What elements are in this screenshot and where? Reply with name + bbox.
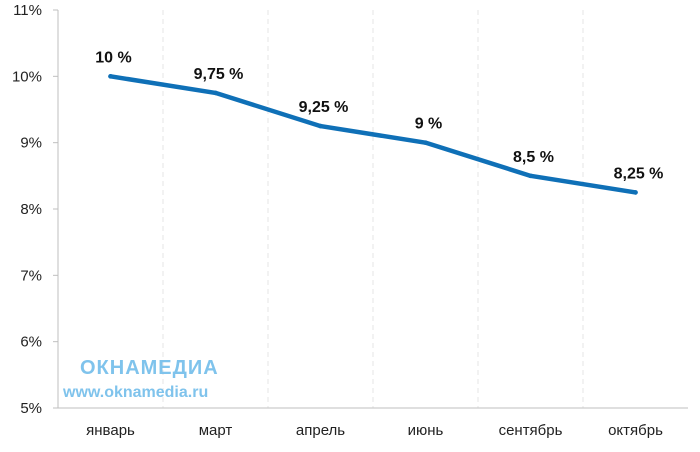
data-label: 9 %	[415, 116, 443, 133]
x-tick-label: апрель	[296, 422, 345, 439]
x-axis-ticks: январь март апрель июнь сентябрь октябрь	[86, 422, 663, 439]
series-line-0	[108, 74, 638, 195]
data-label: 8,25 %	[614, 165, 664, 182]
data-label: 8,5 %	[513, 149, 554, 166]
y-tick-label: 5%	[20, 400, 42, 417]
watermark: ОКНАМЕДИА www.oknamedia.ru	[62, 357, 219, 401]
data-point	[528, 173, 533, 179]
x-tick-label: октябрь	[608, 422, 663, 439]
watermark-url: www.oknamedia.ru	[62, 384, 208, 401]
data-point	[213, 90, 218, 96]
watermark-brand: ОКНАМЕДИА	[80, 357, 219, 379]
y-axis-ticks: 5% 6% 7% 8% 9% 10% 11%	[12, 2, 58, 417]
y-tick-label: 11%	[13, 2, 42, 19]
series	[108, 74, 638, 195]
data-point	[318, 123, 323, 129]
y-tick-label: 8%	[20, 201, 42, 218]
y-tick-label: 6%	[20, 334, 42, 351]
x-tick-label: сентябрь	[499, 422, 563, 439]
data-point	[423, 140, 428, 145]
data-label: 9,25 %	[299, 99, 349, 116]
y-tick-label: 10%	[12, 68, 42, 85]
x-tick-label: июнь	[408, 422, 444, 439]
grid	[162, 10, 584, 408]
data-label: 9,75 %	[194, 66, 244, 83]
data-point	[108, 74, 113, 79]
x-tick-label: январь	[86, 422, 135, 439]
data-point	[633, 190, 638, 195]
y-tick-label: 7%	[20, 267, 42, 284]
x-tick-label: март	[199, 422, 233, 439]
data-labels: 10 % 9,75 % 9,25 % 9 % 8,5 % 8,25 %	[95, 49, 663, 182]
y-tick-label: 9%	[20, 135, 42, 152]
data-label: 10 %	[95, 49, 131, 66]
